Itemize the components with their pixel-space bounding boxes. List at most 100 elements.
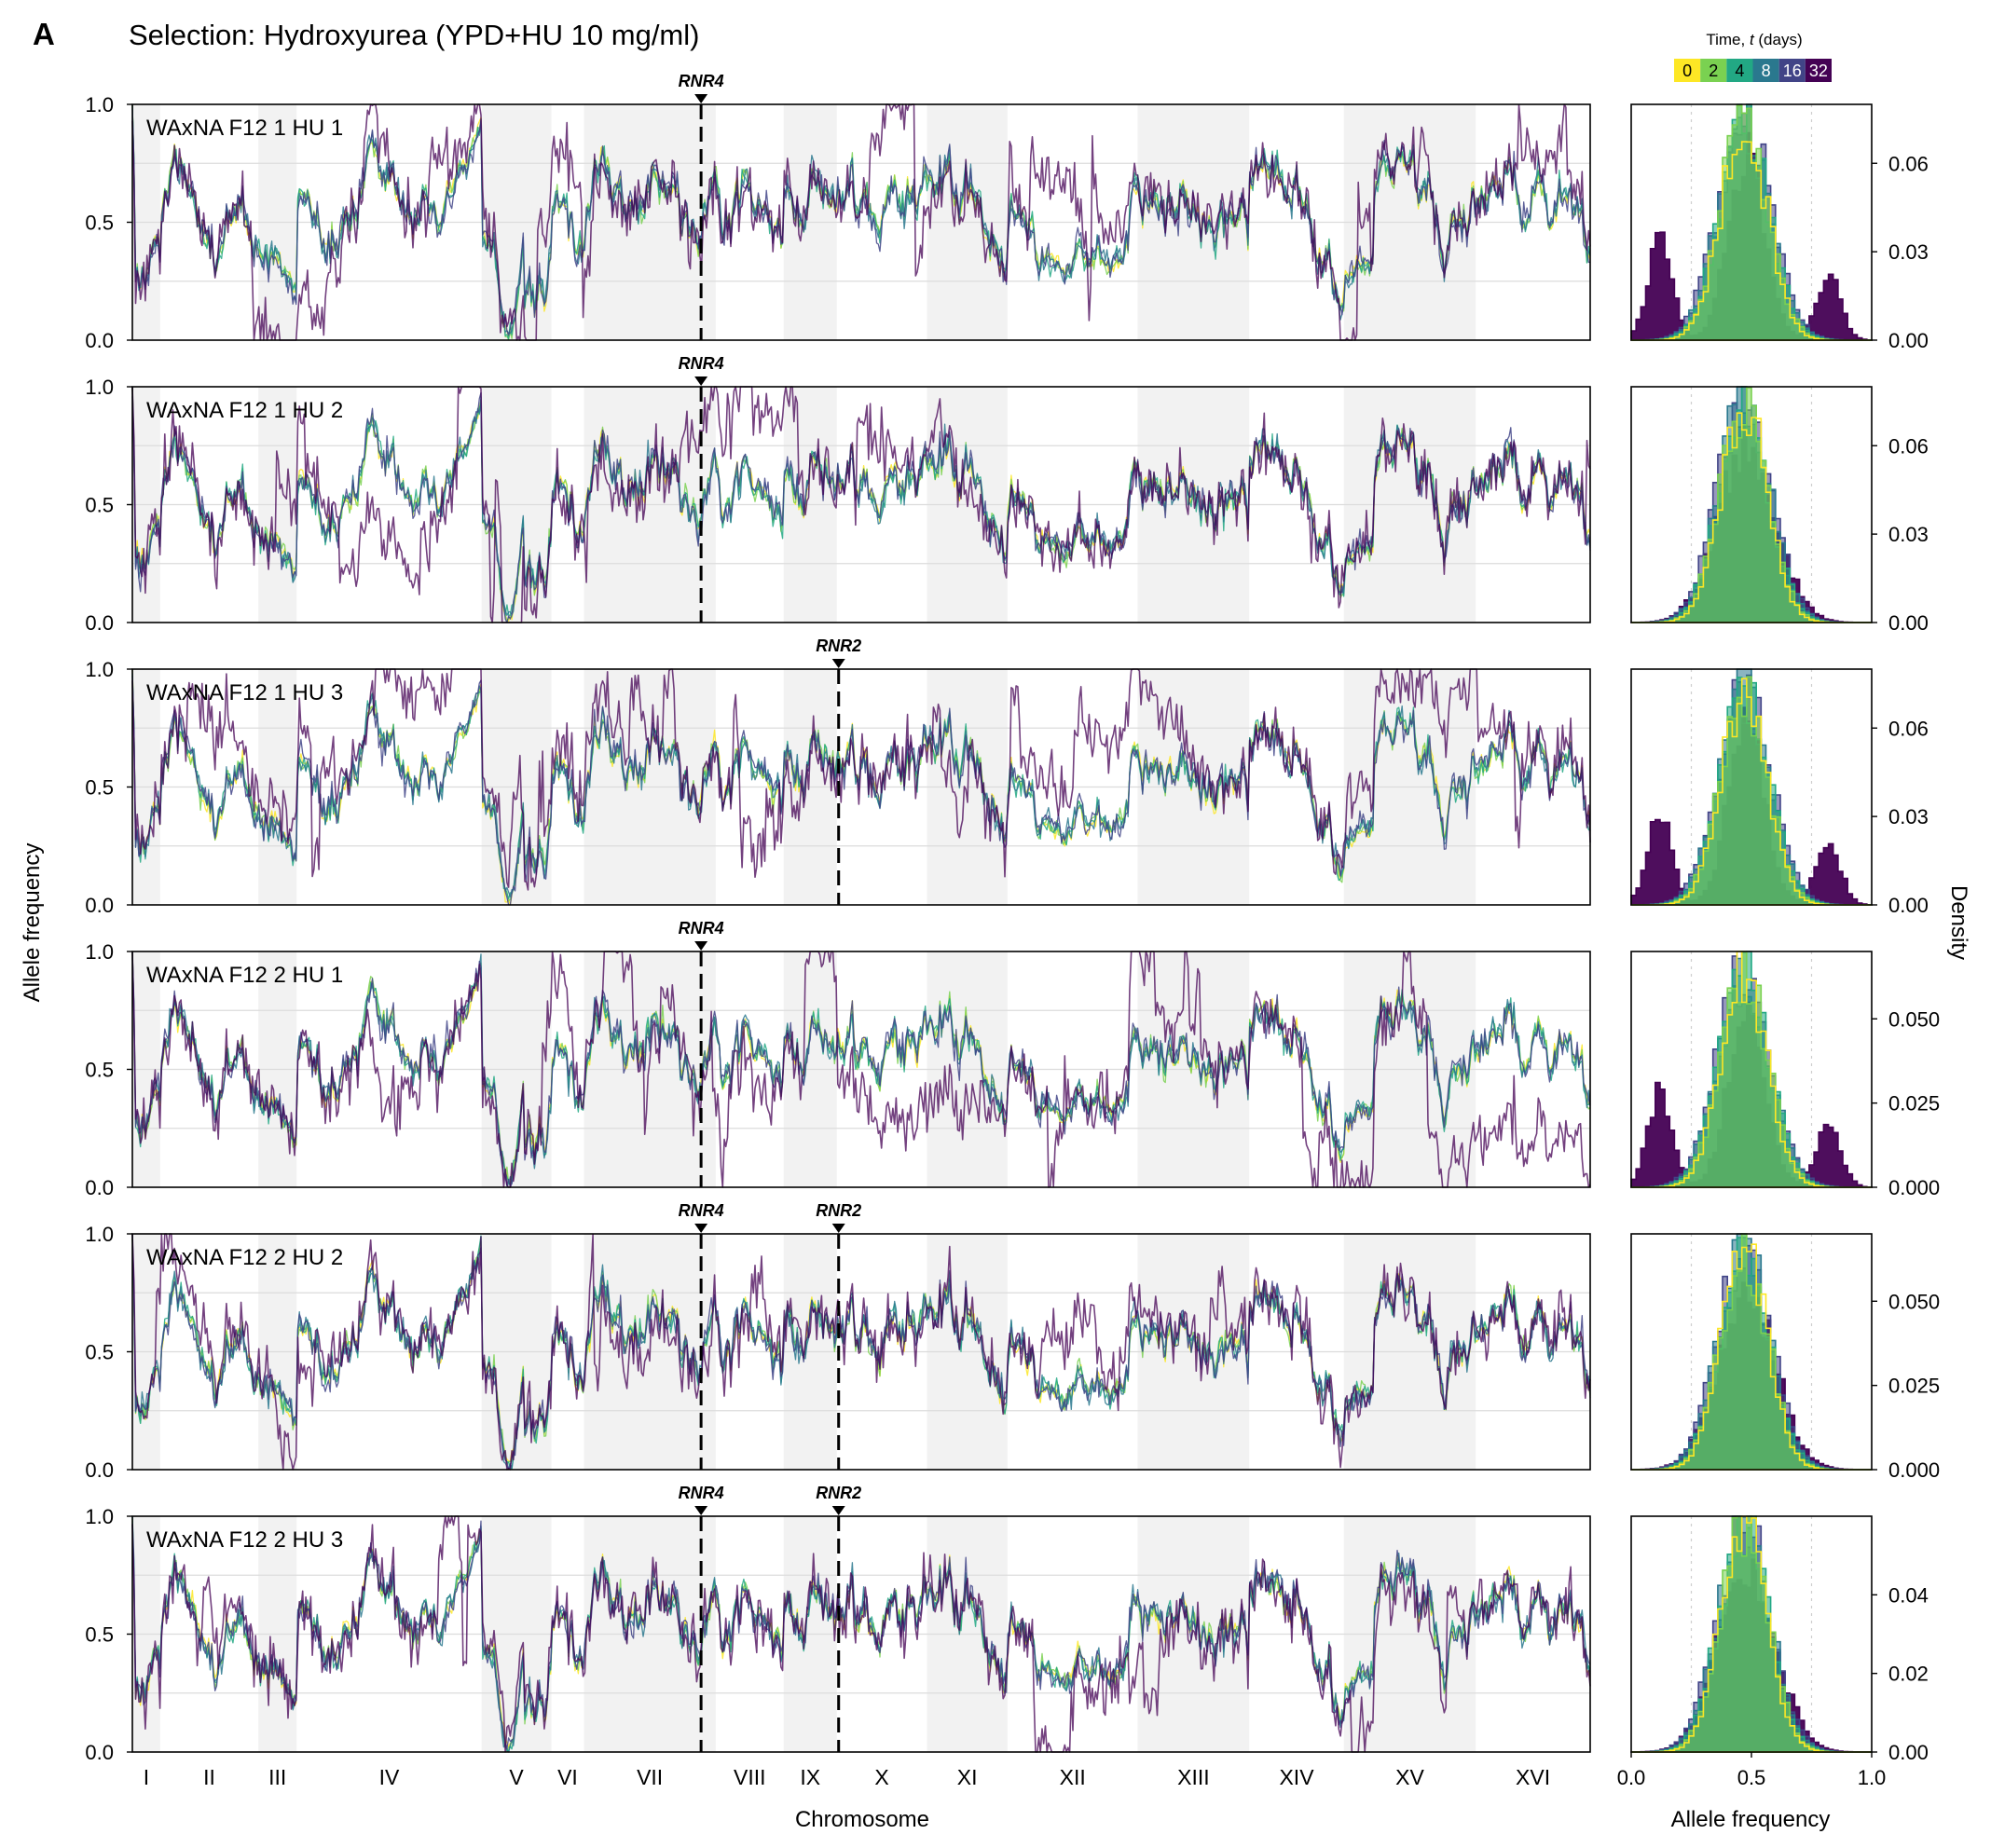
hist-y-tick-label: 0.06 [1888,434,1929,458]
y-tick-label: 0.5 [85,1341,114,1364]
histogram-series-t0 [1631,1515,1872,1753]
chromosome-label: V [509,1765,524,1789]
chromosome-label: XVI [1516,1765,1550,1789]
y-axis-label: Allele frequency [20,843,45,1003]
histogram-series-t0 [1631,412,1872,623]
chromosome-label: VII [637,1765,663,1789]
track-panel: RNR4 RNR2 0.0 0.5 1.0 WAxNA F12 2 HU 3 [85,1484,1591,1764]
track-panel: RNR4 RNR2 0.0 0.5 1.0 WAxNA F12 2 HU 2 [85,1201,1591,1482]
hist-y-tick-label: 0.000 [1888,1176,1940,1199]
gene-label: RNR2 [816,637,861,655]
chromosome-label: III [268,1765,286,1789]
hist-frame [1630,668,1873,906]
chromosome-label: II [203,1765,215,1789]
track-panel: RNR4 0.0 0.5 1.0 WAxNA F12 1 HU 1 [85,72,1591,352]
y-tick-label: 0.0 [85,1741,114,1764]
series-line-t16 [131,951,1591,1188]
hist-y-tick-label: 0.050 [1888,1007,1940,1031]
histogram-panel: 0.00 0.03 0.06 [1630,386,1929,635]
y-tick-label: 0.0 [85,611,114,635]
hist-y-axis-label: Density [1946,885,1971,960]
chromosome-label: XI [957,1765,978,1789]
series-line-t8 [131,108,1591,335]
hist-frame [1630,1233,1873,1471]
legend-label: 8 [1762,62,1771,80]
hist-frame [1630,951,1873,1188]
hist-y-tick-label: 0.03 [1888,240,1929,264]
hist-y-tick-label: 0.03 [1888,523,1929,546]
gene-label: RNR2 [816,1484,861,1502]
track-panel: RNR4 0.0 0.5 1.0 WAxNA F12 2 HU 1 [85,919,1591,1199]
series-line-t16 [131,104,1591,336]
legend-swatch [1805,59,1832,82]
hist-y-tick-label: 0.03 [1888,805,1929,828]
hist-y-tick-label: 0.00 [1888,611,1929,635]
gene-label: RNR4 [679,1201,724,1220]
figure-title: Selection: Hydroxyurea (YPD+HU 10 mg/ml) [129,19,699,51]
gene-label: RNR4 [679,1484,724,1502]
gene-label: RNR4 [679,919,724,938]
gene-marker-arrow [694,1224,708,1233]
histogram-series-t0 [1631,1243,1872,1471]
hist-y-tick-label: 0.02 [1888,1663,1929,1686]
chromosome-label: VIII [734,1765,766,1789]
series-line-t32 [131,1515,1591,1753]
y-tick-label: 0.5 [85,1623,114,1647]
legend-swatch [1674,59,1701,82]
hist-y-tick-label: 0.00 [1888,894,1929,917]
panel-label: WAxNA F12 2 HU 3 [146,1527,343,1553]
chromosome-label: XV [1395,1765,1424,1789]
histogram-panel: 0.000 0.025 0.050 [1630,1233,1940,1482]
hist-y-tick-label: 0.025 [1888,1092,1940,1116]
y-tick-label: 0.0 [85,329,114,352]
y-tick-label: 1.0 [85,658,114,681]
y-tick-label: 0.0 [85,894,114,917]
hist-y-tick-label: 0.06 [1888,152,1929,175]
y-tick-label: 0.5 [85,776,114,800]
gene-marker-arrow [831,659,845,668]
histogram-panel: 0.000 0.025 0.050 [1630,951,1940,1199]
chromosome-label: X [874,1765,888,1789]
hist-y-tick-label: 0.00 [1888,329,1929,352]
series-line-t32 [131,386,1591,623]
x-axis-label: Chromosome [795,1807,929,1832]
panel-label: WAxNA F12 1 HU 2 [146,398,343,423]
hist-x-tick-label: 0.0 [1617,1766,1646,1789]
legend-swatch [1778,59,1806,82]
gene-marker-arrow [694,941,708,951]
track-panel: RNR4 0.0 0.5 1.0 WAxNA F12 1 HU 2 [85,354,1591,635]
series-line-t32 [131,1233,1591,1471]
legend-swatch [1726,59,1753,82]
gene-marker-arrow [694,376,708,386]
panel-label: WAxNA F12 1 HU 3 [146,680,343,705]
chromosome-label: XIII [1177,1765,1210,1789]
gene-label: RNR4 [679,354,724,373]
panel-label: WAxNA F12 2 HU 1 [146,963,343,988]
panel-label: WAxNA F12 2 HU 2 [146,1245,343,1270]
chromosome-label: XII [1060,1765,1086,1789]
histogram-panel: 0.00 0.02 0.04 [1630,1515,1929,1764]
gene-marker-arrow [831,1224,845,1233]
legend-label: 4 [1735,62,1744,80]
series-line-t32 [131,951,1591,1188]
chromosome-label: IX [800,1765,820,1789]
legend-title: Time, t (days) [1706,31,1802,48]
y-tick-label: 0.5 [85,1059,114,1082]
hist-x-tick-label: 0.5 [1737,1766,1766,1789]
legend-label: 0 [1682,62,1692,80]
legend-label: 2 [1709,62,1718,80]
histogram-panel: 0.00 0.03 0.06 [1630,668,1929,917]
legend-swatch [1700,59,1727,82]
hist-y-tick-label: 0.050 [1888,1290,1940,1313]
y-tick-label: 1.0 [85,93,114,116]
hist-y-tick-label: 0.00 [1888,1741,1929,1764]
gene-marker-arrow [694,1506,708,1515]
chromosome-label: VI [557,1765,578,1789]
hist-frame [1630,386,1873,623]
gene-marker-arrow [694,94,708,103]
series-line-t4 [131,957,1591,1185]
panel-label: WAxNA F12 1 HU 1 [146,116,343,141]
y-tick-label: 1.0 [85,1223,114,1246]
hist-y-tick-label: 0.000 [1888,1458,1940,1482]
